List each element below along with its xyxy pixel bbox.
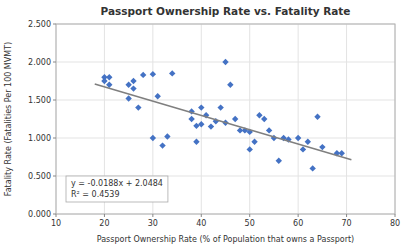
y-tick (53, 100, 56, 101)
scatter-point (222, 59, 228, 65)
scatter-point (314, 114, 320, 120)
y-grid-line (56, 100, 395, 101)
y-tick (53, 24, 56, 25)
y-tick (53, 138, 56, 139)
y-tick-label: 1.500 (28, 96, 51, 105)
title: Passport Ownership Rate vs. Fatality Rat… (101, 5, 351, 17)
scatter-point (150, 135, 156, 141)
scatter-point (256, 112, 262, 118)
scatter-point (232, 116, 238, 122)
scatter-point (309, 165, 315, 171)
scatter-point (198, 121, 204, 127)
x-tick (249, 214, 250, 217)
x-tick (104, 214, 105, 217)
scatter-point (193, 123, 199, 129)
annotation-box (66, 176, 168, 202)
y-tick (53, 214, 56, 215)
y-tick-label: 0.000 (28, 210, 51, 219)
axes: 10 20 30 40 50 60 70 80 0.000 0.500 1.000 1.500 2.00… (28, 20, 400, 228)
scatter-point (227, 82, 233, 88)
scatter-point (208, 123, 214, 129)
scatter-point (276, 158, 282, 164)
x-tick (298, 214, 299, 217)
x-grid-line (249, 24, 250, 214)
scatter-point (261, 116, 267, 122)
scatter-point (198, 104, 204, 110)
y-tick-label: 2.000 (28, 58, 51, 67)
scatter-point (251, 139, 257, 145)
x-tick-label: 60 (293, 219, 303, 228)
y-tick-label: 1.000 (28, 134, 51, 143)
y-axis-label: Fatality Rate (Fatalities Per 100 MVMT) (4, 42, 13, 196)
chart: 10 20 30 40 50 60 70 80 0.000 0.500 1.000 1.500 2.00… (0, 0, 407, 250)
x-tick-label: 20 (99, 219, 109, 228)
scatter-point (266, 127, 272, 133)
x-tick (201, 214, 202, 217)
scatter-point (339, 150, 345, 156)
x-grid-line (201, 24, 202, 214)
scatter-point (164, 133, 170, 139)
x-tick-label: 80 (390, 219, 400, 228)
scatter-point (217, 104, 223, 110)
grid (56, 24, 395, 214)
scatter-point (159, 142, 165, 148)
y-tick (53, 62, 56, 63)
plot-frame (56, 24, 395, 214)
x-tick (152, 214, 153, 217)
scatter-point (140, 72, 146, 78)
scatter-point (300, 146, 306, 152)
trend-line (95, 84, 352, 160)
plot-area (95, 59, 352, 172)
annotation-text: R² = 0.4539 (71, 190, 120, 199)
scatter-point (193, 139, 199, 145)
y-tick (53, 176, 56, 177)
x-tick-label: 10 (51, 219, 61, 228)
scatter-point (106, 74, 112, 80)
x-tick (395, 214, 396, 217)
scatter-point (305, 139, 311, 145)
scatter-point (125, 95, 131, 101)
x-tick (346, 214, 347, 217)
x-tick-label: 70 (341, 219, 351, 228)
scatter-point (130, 78, 136, 84)
scatter-point (150, 71, 156, 77)
scatter-point (135, 104, 141, 110)
scatter-point (319, 144, 325, 150)
y-tick-label: 2.500 (28, 20, 51, 29)
scatter-point (169, 70, 175, 76)
x-axis-label: Passport Ownership Rate (% of Population… (97, 235, 355, 244)
x-tick-label: 50 (245, 219, 255, 228)
scatter-point (188, 116, 194, 122)
y-tick-label: 0.500 (28, 172, 51, 181)
scatter-point (130, 85, 136, 91)
y-grid-line (56, 138, 395, 139)
scatter-point (295, 135, 301, 141)
x-tick-label: 30 (148, 219, 158, 228)
x-tick-label: 40 (196, 219, 206, 228)
annotation: y = -0.0188x + 2.0484 R² = 0.4539 (66, 176, 168, 202)
x-grid-line (298, 24, 299, 214)
scatter-point (155, 93, 161, 99)
x-grid-line (346, 24, 347, 214)
scatter-point (125, 82, 131, 88)
scatter-point (247, 146, 253, 152)
annotation-text: y = -0.0188x + 2.0484 (71, 179, 163, 188)
